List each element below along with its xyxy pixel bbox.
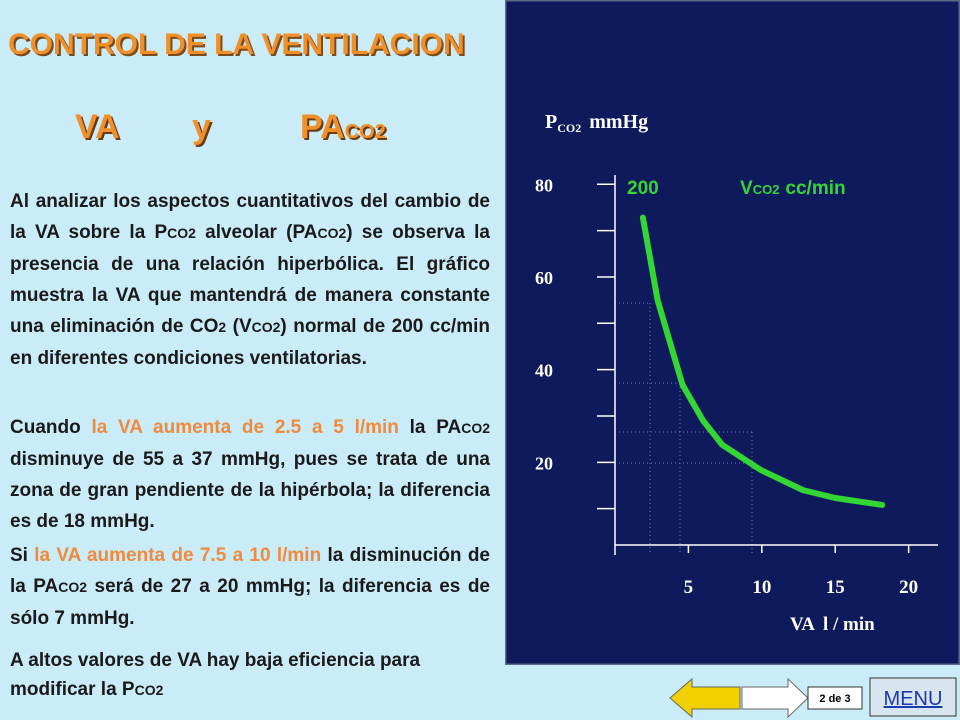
text-run: Si — [10, 545, 35, 566]
chart-panel — [505, 0, 960, 665]
text-run: la disminución de la PA — [10, 545, 490, 597]
y-tick-label: 40 — [535, 361, 553, 381]
chart: PCO2 mmHg 200 VCO2 cc/min VA l / min 204060… — [505, 0, 960, 665]
prev-button[interactable] — [669, 677, 741, 719]
x-unit: l / min — [823, 614, 875, 635]
y-tick-label: 20 — [535, 453, 553, 473]
y-label: P — [545, 111, 557, 133]
subtitle-pa-sub: CO2 — [344, 121, 386, 143]
subtitle-va: VA — [75, 108, 120, 146]
navigation: 2 de 3 MENU — [669, 677, 957, 719]
page-indicator: 2 de 3 — [819, 693, 850, 705]
subtitle-pa: PACO2 — [300, 108, 386, 147]
subtitle-y: y — [192, 108, 211, 146]
subscript: CO2 — [317, 225, 347, 241]
legend-name: 200 — [627, 178, 659, 199]
legend-sub: CO2 — [753, 182, 780, 197]
subscript: CO2 — [167, 225, 196, 241]
subtitle-pa: PA — [300, 108, 345, 146]
legend-label: VCO2 cc/min — [740, 178, 846, 199]
text-run: la PA — [398, 417, 462, 438]
curve — [639, 214, 886, 508]
x-tick-label: 15 — [826, 577, 845, 598]
paragraph: Cuando la VA aumenta de 2.5 a 5 l/min la… — [10, 412, 490, 537]
text-run: (V — [226, 316, 252, 337]
text-run: alveolar (PA — [195, 222, 318, 243]
text-run: Cuando — [10, 417, 92, 438]
subscript: CO2 — [134, 682, 164, 698]
y-unit: mmHg — [589, 111, 648, 133]
y-label-sub: CO2 — [557, 121, 581, 135]
text-run: la VA aumenta de 2.5 a 5 l/min — [91, 417, 399, 438]
x-tick-label: 5 — [684, 577, 694, 598]
y-tick-label: 80 — [535, 175, 553, 195]
menu-label[interactable]: MENU — [884, 688, 943, 710]
subscript: CO2 — [461, 420, 490, 436]
legend-unit: cc/min — [785, 178, 845, 199]
menu-button[interactable] — [869, 677, 957, 717]
text-run: será de 27 a 20 mmHg; la diferencia es d… — [10, 576, 490, 629]
y-axis-label: PCO2 mmHg — [545, 111, 648, 135]
text-run: ) se observa la presencia de una relació… — [10, 222, 490, 337]
paragraph: Si la VA aumenta de 7.5 a 10 l/min la di… — [10, 540, 490, 634]
x-label: VA — [790, 614, 815, 635]
y-tick-label: 60 — [535, 268, 553, 288]
text-run: Al analizar los aspectos cuantitativos d… — [10, 191, 490, 243]
text-run: disminuye de 55 a 37 mmHg, pues se trata… — [10, 449, 490, 532]
subscript: CO2 — [251, 319, 281, 335]
x-tick-label: 10 — [752, 577, 771, 598]
next-button[interactable] — [741, 677, 809, 719]
text-run: A altos valores de VA hay baja eficienci… — [10, 650, 421, 700]
page-box — [807, 686, 863, 710]
paragraph: Al analizar los aspectos cuantitativos d… — [10, 186, 490, 374]
text-run: ) normal de 200 cc/min en diferentes con… — [10, 316, 490, 369]
subscript: 2 — [218, 319, 227, 335]
text-run: la VA aumenta de 7.5 a 10 l/min — [34, 545, 322, 566]
legend-v: V — [740, 178, 753, 199]
paragraph: A altos valores de VA hay baja eficienci… — [10, 646, 490, 705]
x-axis-label: VA l / min — [790, 614, 875, 635]
x-tick-label: 20 — [899, 577, 918, 598]
subscript: CO2 — [58, 579, 88, 595]
title: CONTROL DE LA VENTILACION — [8, 28, 465, 61]
guides — [615, 302, 753, 555]
